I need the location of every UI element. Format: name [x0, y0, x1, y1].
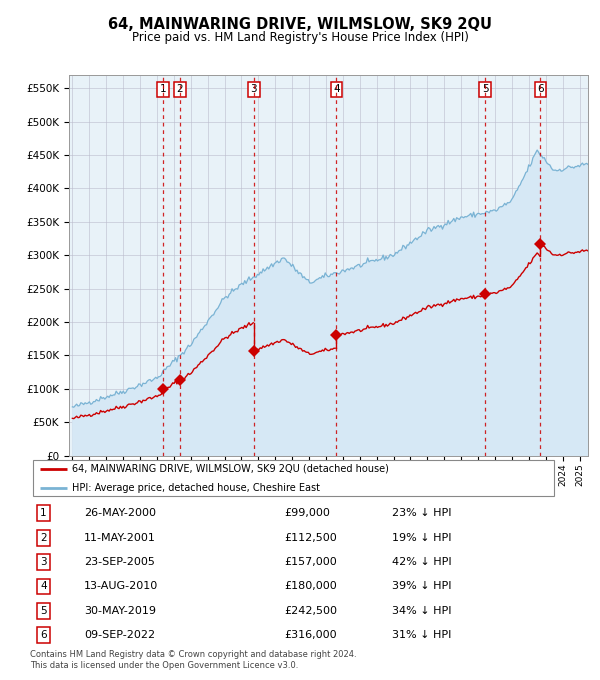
Text: £99,000: £99,000 — [284, 509, 329, 518]
Text: This data is licensed under the Open Government Licence v3.0.: This data is licensed under the Open Gov… — [30, 661, 298, 670]
Text: 1: 1 — [160, 84, 167, 95]
Text: 5: 5 — [40, 606, 47, 616]
Text: 2: 2 — [40, 532, 47, 543]
Text: 31% ↓ HPI: 31% ↓ HPI — [392, 630, 451, 640]
Text: 2: 2 — [176, 84, 183, 95]
Text: HPI: Average price, detached house, Cheshire East: HPI: Average price, detached house, Ches… — [72, 483, 320, 493]
Text: 4: 4 — [40, 581, 47, 592]
Text: 3: 3 — [40, 557, 47, 567]
Text: 23% ↓ HPI: 23% ↓ HPI — [392, 509, 451, 518]
Text: 6: 6 — [537, 84, 544, 95]
Text: 4: 4 — [333, 84, 340, 95]
Text: 30-MAY-2019: 30-MAY-2019 — [84, 606, 156, 616]
Text: 64, MAINWARING DRIVE, WILMSLOW, SK9 2QU: 64, MAINWARING DRIVE, WILMSLOW, SK9 2QU — [108, 17, 492, 32]
Text: 64, MAINWARING DRIVE, WILMSLOW, SK9 2QU (detached house): 64, MAINWARING DRIVE, WILMSLOW, SK9 2QU … — [72, 464, 389, 474]
Text: 39% ↓ HPI: 39% ↓ HPI — [392, 581, 451, 592]
Text: 42% ↓ HPI: 42% ↓ HPI — [392, 557, 451, 567]
FancyBboxPatch shape — [32, 460, 554, 496]
Text: £180,000: £180,000 — [284, 581, 337, 592]
Text: 19% ↓ HPI: 19% ↓ HPI — [392, 532, 451, 543]
Text: £112,500: £112,500 — [284, 532, 337, 543]
Text: 5: 5 — [482, 84, 488, 95]
Text: 13-AUG-2010: 13-AUG-2010 — [84, 581, 158, 592]
Text: 23-SEP-2005: 23-SEP-2005 — [84, 557, 155, 567]
Text: 26-MAY-2000: 26-MAY-2000 — [84, 509, 156, 518]
Text: 6: 6 — [40, 630, 47, 640]
Text: Contains HM Land Registry data © Crown copyright and database right 2024.: Contains HM Land Registry data © Crown c… — [30, 650, 356, 659]
Text: 11-MAY-2001: 11-MAY-2001 — [84, 532, 156, 543]
Text: Price paid vs. HM Land Registry's House Price Index (HPI): Price paid vs. HM Land Registry's House … — [131, 31, 469, 44]
Text: 09-SEP-2022: 09-SEP-2022 — [84, 630, 155, 640]
Text: 1: 1 — [40, 509, 47, 518]
Text: £242,500: £242,500 — [284, 606, 337, 616]
Text: £157,000: £157,000 — [284, 557, 337, 567]
Text: 34% ↓ HPI: 34% ↓ HPI — [392, 606, 451, 616]
Text: 3: 3 — [250, 84, 257, 95]
Text: £316,000: £316,000 — [284, 630, 337, 640]
